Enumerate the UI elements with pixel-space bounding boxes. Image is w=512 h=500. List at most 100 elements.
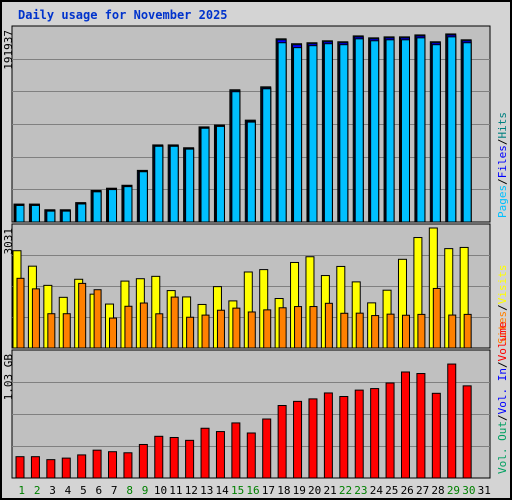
bar-pages-day-12 xyxy=(185,148,195,223)
bar-pages-day-27 xyxy=(416,37,426,223)
legend-panel-1: Pages/Files/Hits xyxy=(496,112,509,218)
legend-entry-sites: Sites xyxy=(496,311,509,344)
bar-pages-day-20 xyxy=(308,45,318,223)
bar-volume-day-29 xyxy=(447,363,457,479)
bar-sites-day-14 xyxy=(216,309,225,349)
bar-pages-day-14 xyxy=(215,125,225,223)
legend-entry-volume: Volume xyxy=(496,322,509,362)
bar-volume-day-1 xyxy=(15,456,25,479)
bar-sites-day-5 xyxy=(78,282,87,349)
bar-sites-day-8 xyxy=(124,305,133,349)
bar-volume-day-3 xyxy=(46,459,56,479)
day-label-11: 11 xyxy=(169,484,182,497)
bar-volume-day-24 xyxy=(370,388,380,479)
bar-sites-day-20 xyxy=(309,306,318,349)
bar-pages-day-19 xyxy=(293,47,303,223)
bar-sites-day-15 xyxy=(232,307,241,349)
bar-volume-day-14 xyxy=(215,431,225,479)
bar-sites-day-17 xyxy=(263,309,272,349)
bar-sites-day-7 xyxy=(109,317,118,349)
day-label-30: 30 xyxy=(462,484,475,497)
legend-entry-hits: Hits xyxy=(496,112,509,139)
scale-label-panel-2: 3031 xyxy=(2,228,15,255)
day-label-12: 12 xyxy=(185,484,198,497)
bar-volume-day-11 xyxy=(169,436,179,479)
bar-volume-day-28 xyxy=(431,392,441,479)
bar-pages-day-4 xyxy=(61,210,71,223)
day-label-26: 26 xyxy=(401,484,414,497)
bar-pages-day-29 xyxy=(447,36,457,223)
bar-sites-day-29 xyxy=(448,314,457,349)
day-label-2: 2 xyxy=(34,484,41,497)
bar-pages-day-10 xyxy=(154,145,164,223)
legend-separator: / xyxy=(496,304,509,311)
bar-volume-day-23 xyxy=(354,389,364,479)
day-label-10: 10 xyxy=(154,484,167,497)
bar-pages-day-1 xyxy=(15,204,25,223)
bar-volume-day-20 xyxy=(308,398,318,479)
day-label-7: 7 xyxy=(111,484,118,497)
day-label-25: 25 xyxy=(385,484,398,497)
bar-pages-day-30 xyxy=(462,42,472,223)
bar-pages-day-17 xyxy=(262,88,272,223)
legend-entry-pages: Pages xyxy=(496,185,509,218)
bar-volume-day-4 xyxy=(61,457,71,479)
day-label-21: 21 xyxy=(323,484,336,497)
bar-pages-day-26 xyxy=(400,39,410,223)
day-label-13: 13 xyxy=(200,484,213,497)
legend-entry-files: Files xyxy=(496,145,509,178)
bar-sites-day-4 xyxy=(62,313,71,349)
bar-volume-day-27 xyxy=(416,373,426,479)
day-label-20: 20 xyxy=(308,484,321,497)
bar-pages-day-6 xyxy=(92,191,102,223)
legend-panel-3: Vol. Out/Vol. In/Volume xyxy=(496,322,509,474)
bar-sites-day-6 xyxy=(93,289,102,349)
day-label-3: 3 xyxy=(49,484,56,497)
day-label-22: 22 xyxy=(339,484,352,497)
bar-pages-day-15 xyxy=(231,91,241,223)
bar-volume-day-30 xyxy=(462,385,472,479)
scale-label-panel-1: 191937 xyxy=(2,30,15,70)
day-label-19: 19 xyxy=(293,484,306,497)
bar-sites-day-25 xyxy=(386,313,395,349)
legend-separator: / xyxy=(496,139,509,146)
legend-separator: / xyxy=(496,178,509,185)
bar-sites-day-18 xyxy=(278,307,287,349)
bar-sites-day-26 xyxy=(401,314,410,349)
bar-pages-day-28 xyxy=(431,44,441,223)
day-label-18: 18 xyxy=(277,484,290,497)
bar-volume-day-18 xyxy=(277,405,287,479)
scale-label-panel-3: 1.03 GB xyxy=(2,354,15,401)
legend-separator: / xyxy=(496,414,509,421)
bar-sites-day-19 xyxy=(294,306,303,349)
day-label-15: 15 xyxy=(231,484,244,497)
bar-sites-day-16 xyxy=(247,311,256,349)
bar-volume-day-13 xyxy=(200,427,210,479)
legend-panel-2: Sites/Visits xyxy=(496,265,509,345)
day-label-16: 16 xyxy=(246,484,259,497)
bar-volume-day-8 xyxy=(123,452,133,479)
legend-entry-vol-in: Vol. In xyxy=(496,368,509,414)
day-label-8: 8 xyxy=(126,484,133,497)
bar-volume-day-17 xyxy=(262,418,272,479)
bar-pages-day-22 xyxy=(339,44,349,223)
bar-pages-day-23 xyxy=(354,38,364,223)
day-label-27: 27 xyxy=(416,484,429,497)
day-label-1: 1 xyxy=(18,484,25,497)
bar-volume-day-21 xyxy=(323,392,333,479)
bar-volume-day-16 xyxy=(246,432,256,479)
bar-volume-day-5 xyxy=(77,454,87,479)
bar-sites-day-22 xyxy=(340,312,349,349)
bar-pages-day-8 xyxy=(123,186,133,223)
chart-title: Daily usage for November 2025 xyxy=(18,8,228,22)
day-label-31: 31 xyxy=(478,484,491,497)
day-label-9: 9 xyxy=(142,484,149,497)
bar-pages-day-5 xyxy=(77,203,87,223)
bar-sites-day-3 xyxy=(47,313,56,349)
bar-pages-day-9 xyxy=(138,171,148,223)
bar-volume-day-10 xyxy=(154,435,164,479)
bar-sites-day-24 xyxy=(371,315,380,349)
bar-pages-day-24 xyxy=(370,40,380,223)
bar-volume-day-15 xyxy=(231,422,241,479)
day-label-4: 4 xyxy=(65,484,72,497)
